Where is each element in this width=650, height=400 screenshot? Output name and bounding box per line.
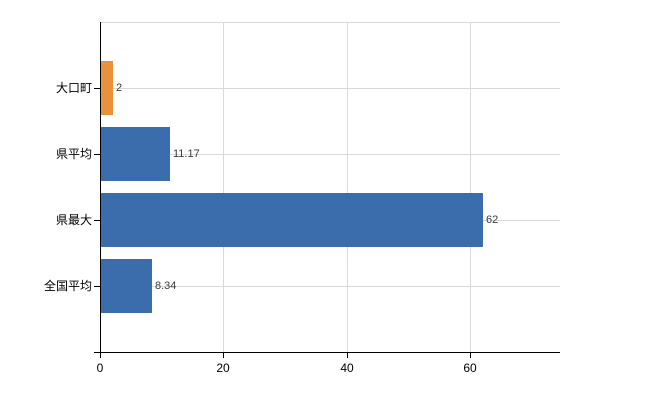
x-gridline — [347, 22, 348, 352]
plot-top-border — [100, 22, 560, 23]
x-tick-label: 0 — [96, 361, 104, 375]
x-tick-label: 60 — [463, 361, 477, 375]
y-axis-tick — [94, 88, 100, 89]
x-axis-tick — [347, 352, 348, 358]
bar-value-label: 8.34 — [155, 280, 177, 292]
y-axis-tick — [94, 154, 100, 155]
x-gridline — [470, 22, 471, 352]
x-gridline — [223, 22, 224, 352]
bar-value-label: 2 — [116, 82, 123, 94]
x-tick-label: 20 — [216, 361, 230, 375]
category-label: 県最大 — [55, 213, 92, 227]
bar — [101, 61, 113, 115]
bar — [101, 127, 170, 181]
x-axis-line — [94, 352, 560, 353]
row-gridline — [100, 286, 560, 287]
category-label: 大口町 — [55, 81, 92, 95]
y-axis-tick — [94, 220, 100, 221]
bar-value-label: 11.17 — [173, 148, 200, 160]
bar-value-label: 62 — [486, 214, 499, 226]
row-gridline — [100, 154, 560, 155]
category-label: 県平均 — [55, 147, 92, 161]
bar — [101, 259, 152, 313]
y-axis-tick — [94, 286, 100, 287]
bar — [101, 193, 483, 247]
x-axis-tick — [470, 352, 471, 358]
y-axis-line — [100, 22, 101, 358]
x-axis-tick — [223, 352, 224, 358]
row-gridline — [100, 88, 560, 89]
x-tick-label: 40 — [340, 361, 354, 375]
category-label: 全国平均 — [43, 279, 92, 293]
